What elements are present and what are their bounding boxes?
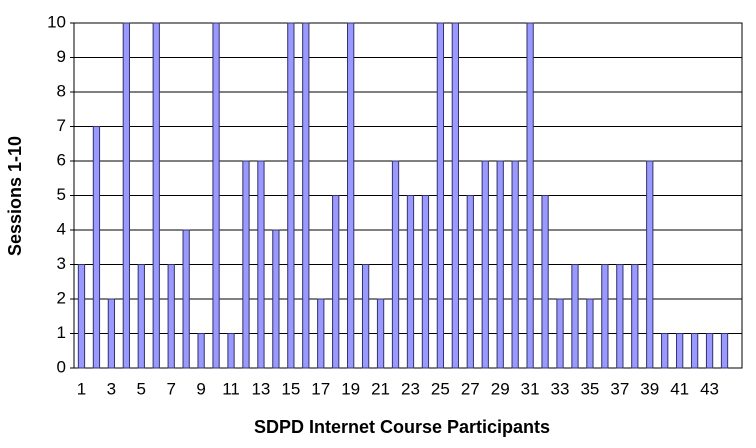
x-tick-label: 41 [670,379,689,398]
x-tick-label: 3 [107,379,116,398]
x-tick-label: 33 [551,379,570,398]
bar [167,264,175,369]
y-tick-label: 9 [57,47,66,66]
bar [152,22,160,369]
bar [227,333,235,369]
bar [631,264,639,369]
bar [77,264,86,369]
y-tick-label: 4 [57,219,66,238]
bar [511,160,519,369]
bar [496,160,504,369]
bar [406,195,415,369]
x-tick-label: 21 [371,379,390,398]
x-tick-label: 13 [251,379,270,398]
x-tick-label: 9 [196,379,205,398]
y-tick-label: 8 [57,81,66,100]
x-tick-label: 31 [521,379,540,398]
bar [571,264,579,369]
bar [137,264,145,369]
x-tick-label: 37 [610,379,629,398]
x-tick-label: 25 [431,379,450,398]
bar [92,126,101,369]
bar [302,22,310,369]
bar [122,22,130,369]
bar [107,298,116,369]
x-tick-label: 27 [461,379,480,398]
x-tick-label: 1 [77,379,86,398]
bar [421,195,430,369]
bar [436,22,445,369]
y-tick-label: 2 [57,288,66,307]
bar [616,264,624,369]
bar [257,160,265,369]
x-tick-label: 17 [311,379,330,398]
x-tick-label: 11 [222,379,240,398]
bar [690,333,699,369]
y-tick-label: 6 [57,150,66,169]
bar [676,333,684,369]
bar [705,333,714,369]
bar [526,22,534,369]
x-tick-label: 23 [401,379,420,398]
x-tick-label: 7 [166,379,175,398]
bar [601,264,609,369]
y-tick-label: 10 [47,12,66,31]
bar [197,333,205,369]
bar [376,298,385,369]
bar [287,22,295,369]
bar [212,22,220,369]
x-tick-label: 39 [640,379,659,398]
x-tick-label: 15 [281,379,300,398]
bar [586,298,594,369]
bar [182,229,190,369]
x-axis-title: SDPD Internet Course Participants [254,417,550,437]
bar [646,160,654,369]
bar [332,195,340,369]
bar [720,333,729,369]
y-tick-label: 0 [57,357,66,376]
y-tick-label: 1 [57,323,66,342]
bar [481,160,489,369]
x-tick-label: 19 [341,379,360,398]
bar [242,160,250,369]
x-tick-label: 35 [580,379,599,398]
bar [541,195,549,369]
bar [347,22,355,369]
bar [466,195,474,369]
x-tick-label: 29 [491,379,510,398]
bar [661,333,669,369]
bar [391,160,400,369]
bar [361,264,370,369]
y-axis-title: Sessions 1-10 [5,136,25,256]
x-tick-label: 43 [700,379,719,398]
y-tick-label: 7 [57,116,66,135]
y-tick-label: 5 [57,185,66,204]
bar [451,22,459,369]
x-tick-label: 5 [137,379,146,398]
bar [317,298,325,369]
bar [556,298,564,369]
y-tick-label: 3 [57,254,66,273]
bar [272,229,280,369]
